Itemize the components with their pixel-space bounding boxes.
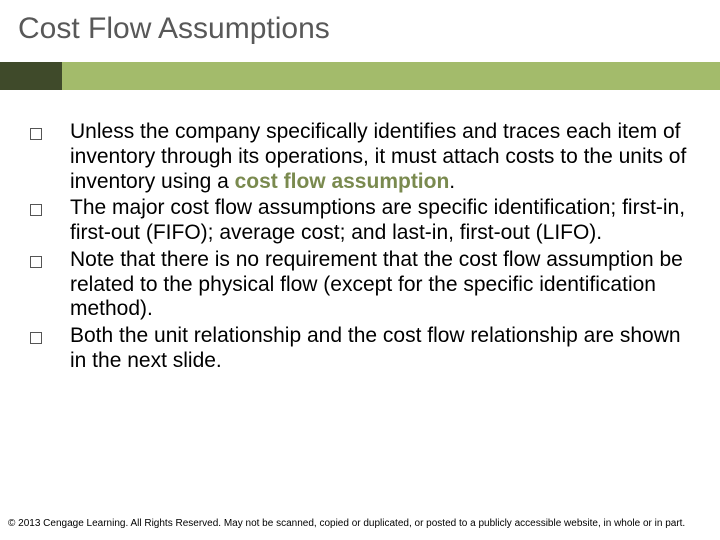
- bold-term: cost flow assumption: [235, 170, 450, 193]
- accent-bar: [0, 62, 720, 90]
- bullet-text: Both the unit relationship and the cost …: [70, 324, 700, 374]
- bullet-marker-icon: [30, 204, 42, 216]
- bullet-text-post: .: [449, 170, 455, 193]
- bullet-marker-icon: [30, 332, 42, 344]
- content-area: Unless the company specifically identifi…: [30, 120, 700, 376]
- bullet-marker-icon: [30, 128, 42, 140]
- bullet-item: Note that there is no requirement that t…: [30, 248, 700, 322]
- accent-dark-segment: [0, 62, 62, 90]
- slide-title: Cost Flow Assumptions: [0, 0, 720, 46]
- accent-light-segment: [62, 62, 720, 90]
- bullet-marker-icon: [30, 256, 42, 268]
- bullet-item: Unless the company specifically identifi…: [30, 120, 700, 194]
- copyright-footer: © 2013 Cengage Learning. All Rights Rese…: [8, 517, 712, 530]
- bullet-text: Unless the company specifically identifi…: [70, 120, 700, 194]
- bullet-text: The major cost flow assumptions are spec…: [70, 196, 700, 246]
- bullet-item: Both the unit relationship and the cost …: [30, 324, 700, 374]
- bullet-item: The major cost flow assumptions are spec…: [30, 196, 700, 246]
- bullet-text: Note that there is no requirement that t…: [70, 248, 700, 322]
